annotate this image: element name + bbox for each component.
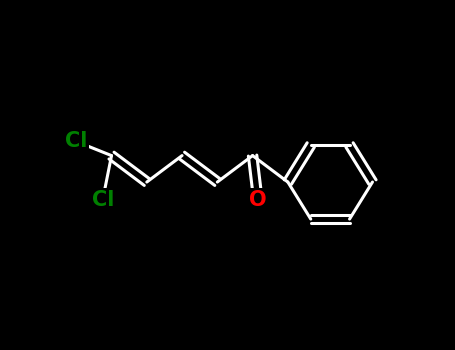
Text: O: O: [249, 190, 267, 210]
Text: Cl: Cl: [65, 132, 87, 152]
Text: Cl: Cl: [91, 190, 114, 210]
